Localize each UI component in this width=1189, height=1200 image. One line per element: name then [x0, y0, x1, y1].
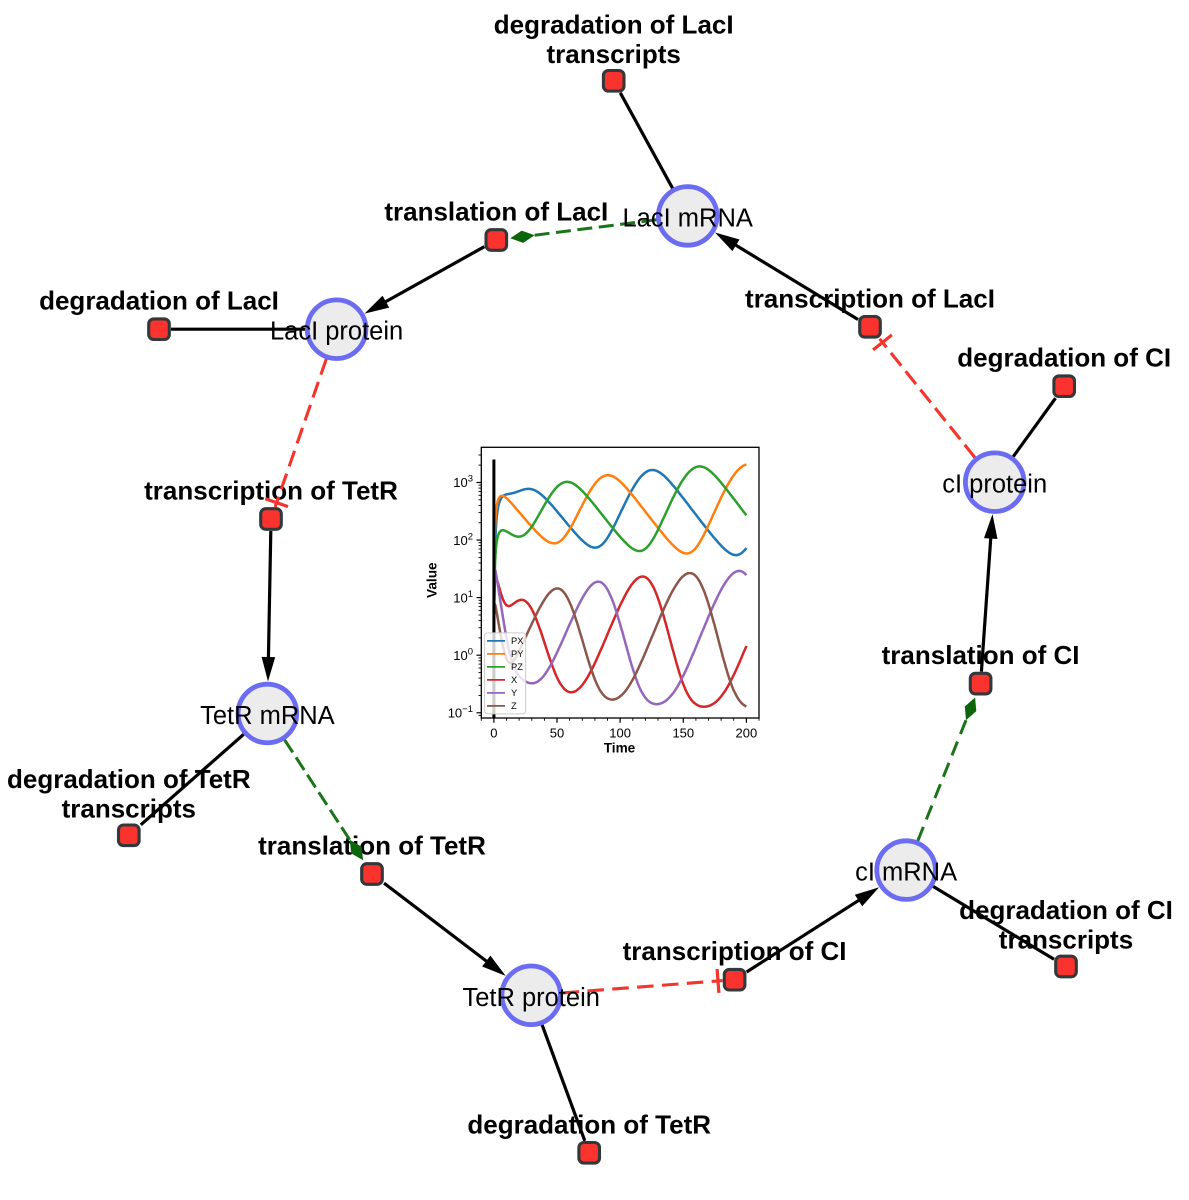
svg-text:transcription of LacI: transcription of LacI — [745, 283, 995, 313]
svg-text:PX: PX — [511, 636, 523, 646]
svg-text:degradation of LacI: degradation of LacI — [494, 9, 734, 39]
svg-text:degradation of CI: degradation of CI — [957, 343, 1171, 373]
svg-text:LacI protein: LacI protein — [270, 318, 403, 346]
svg-text:degradation of LacI: degradation of LacI — [39, 286, 279, 316]
svg-text:100: 100 — [609, 726, 631, 741]
svg-text:200: 200 — [736, 726, 758, 741]
svg-text:LacI mRNA: LacI mRNA — [623, 204, 753, 232]
svg-text:50: 50 — [550, 726, 564, 741]
svg-text:TetR protein: TetR protein — [462, 984, 600, 1012]
svg-text:degradation of TetR: degradation of TetR — [7, 764, 251, 794]
svg-text:degradation of CI: degradation of CI — [959, 895, 1173, 925]
svg-text:Time: Time — [604, 740, 636, 755]
svg-text:cI mRNA: cI mRNA — [855, 859, 957, 887]
svg-text:Value: Value — [425, 562, 440, 598]
svg-text:0: 0 — [490, 726, 497, 741]
svg-text:X: X — [511, 675, 517, 685]
svg-text:150: 150 — [672, 726, 694, 741]
svg-text:degradation of TetR: degradation of TetR — [467, 1109, 711, 1139]
svg-text:translation of TetR: translation of TetR — [258, 831, 486, 861]
svg-text:PY: PY — [511, 649, 523, 659]
svg-text:Y: Y — [511, 688, 517, 698]
svg-text:cI protein: cI protein — [942, 471, 1047, 499]
svg-text:transcripts: transcripts — [62, 793, 196, 823]
svg-text:translation of LacI: translation of LacI — [384, 197, 608, 227]
svg-text:Z: Z — [511, 701, 517, 711]
svg-text:PZ: PZ — [511, 662, 523, 672]
svg-text:TetR mRNA: TetR mRNA — [200, 702, 335, 730]
svg-text:transcription of CI: transcription of CI — [623, 936, 847, 966]
svg-text:transcripts: transcripts — [547, 39, 681, 69]
